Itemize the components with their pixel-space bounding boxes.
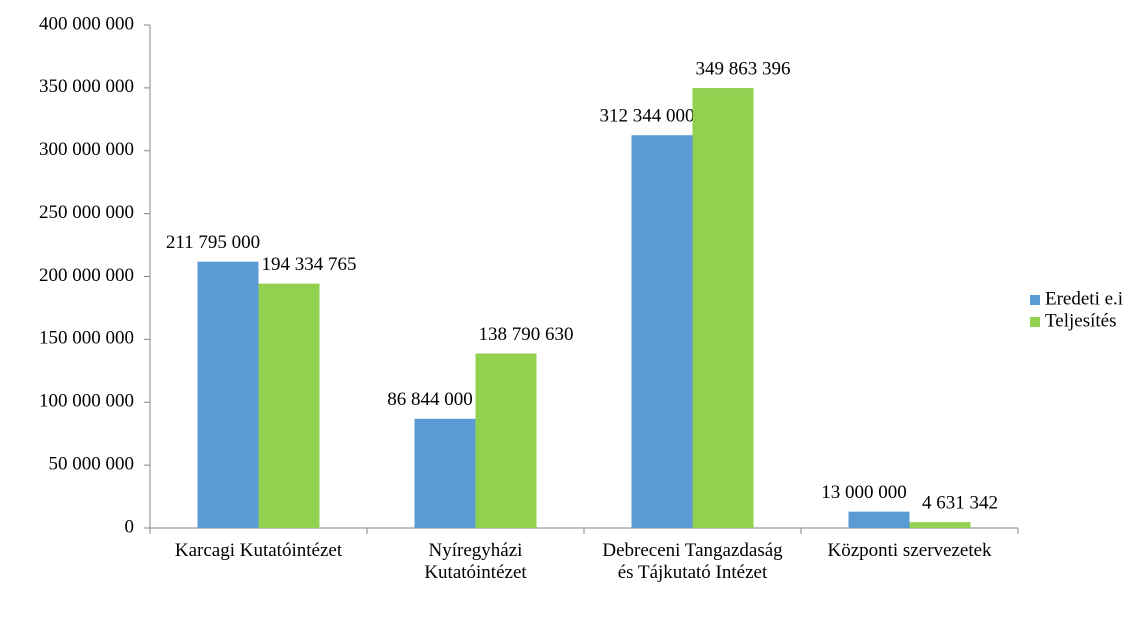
y-tick-label: 250 000 000 [39,202,134,223]
y-tick-label: 200 000 000 [39,265,134,286]
y-tick-label: 400 000 000 [39,13,134,34]
bar [258,283,320,528]
y-tick-label: 150 000 000 [39,328,134,349]
x-tick-label: Karcagi Kutatóintézet [174,540,343,561]
data-label: 349 863 396 [696,58,791,79]
legend-swatch [1030,317,1040,327]
data-label: 138 790 630 [479,324,574,345]
data-label: 13 000 000 [821,482,907,503]
y-tick-label: 0 [125,516,135,537]
bar [414,418,476,528]
y-tick-label: 50 000 000 [49,453,135,474]
y-tick-label: 100 000 000 [39,391,134,412]
bar [197,261,259,528]
legend-label: Teljesítés [1045,310,1116,331]
bar [848,511,910,528]
data-label: 4 631 342 [922,493,998,514]
bar [692,88,754,528]
bar [631,135,693,528]
x-tick-label: Debreceni Tangazdaság és Tájkutató Intéz… [602,540,783,583]
y-tick-label: 350 000 000 [39,76,134,97]
legend-label: Eredeti e.i [1045,288,1123,309]
bar [909,522,971,528]
data-label: 194 334 765 [262,254,357,275]
bar [475,353,537,528]
legend-swatch [1030,295,1040,305]
x-tick-label: Központi szervezetek [827,540,992,561]
y-tick-label: 300 000 000 [39,139,134,160]
data-label: 312 344 000 [600,106,695,127]
x-tick-label: Nyíregyházi Kutatóintézet [424,540,527,583]
data-label: 86 844 000 [387,389,473,410]
data-label: 211 795 000 [166,232,260,253]
